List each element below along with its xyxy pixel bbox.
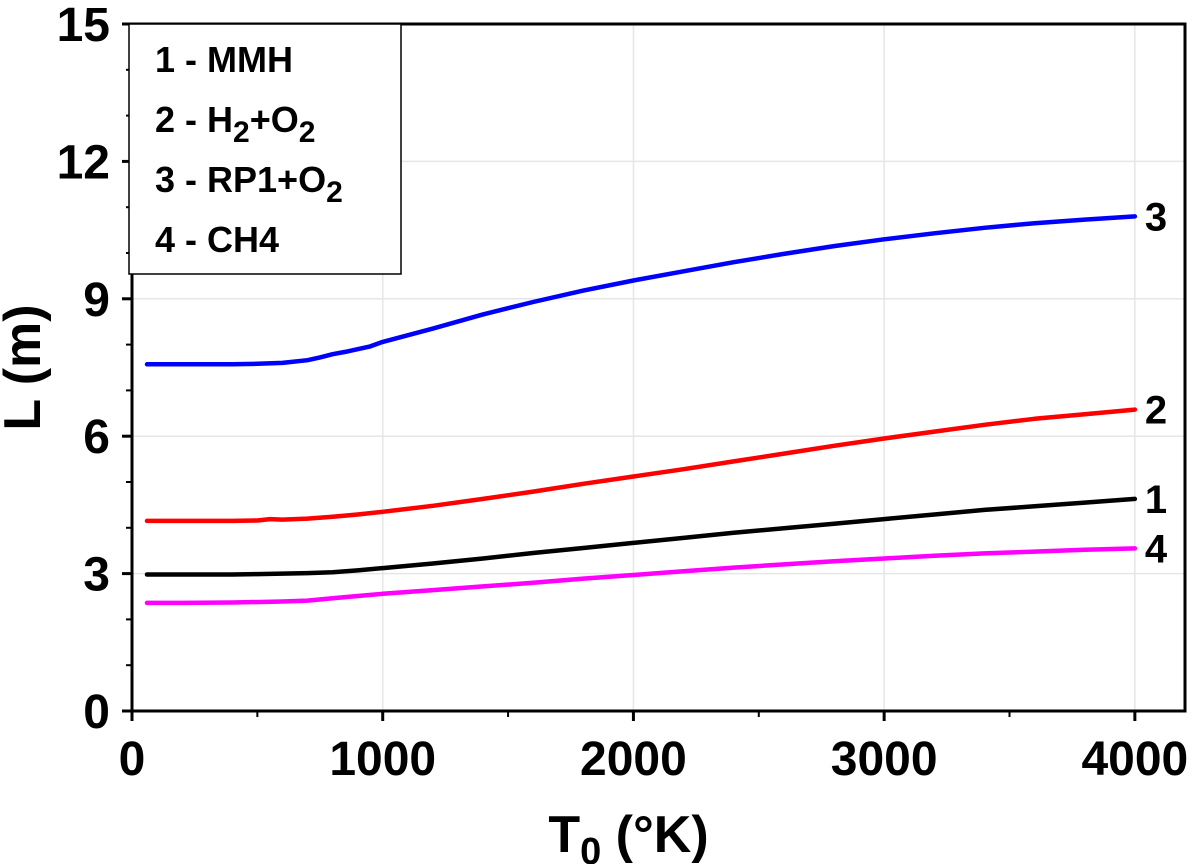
series-line-3 [144, 214, 1138, 367]
series-end-label-3: 3 [1145, 195, 1167, 239]
series-layer: 1 2 3 4 [144, 195, 1168, 606]
series-line-2 [144, 407, 1138, 524]
legend-entry: 3 - RP1+O2 [155, 159, 343, 209]
y-tick-label: 6 [83, 411, 110, 464]
legend-entry: 1 - MMH [155, 39, 293, 80]
y-axis-title: L (m) [0, 304, 52, 430]
y-tick-label: 3 [83, 549, 110, 602]
series-line-4 [144, 546, 1138, 606]
legend-entry: 4 - CH4 [155, 219, 279, 260]
series-line-1 [144, 496, 1138, 577]
x-axis-title: T0 (°K) [548, 806, 708, 864]
y-tick-label: 12 [57, 136, 110, 189]
y-tick-label: 0 [83, 686, 110, 739]
legend-box [128, 23, 402, 275]
x-tick-label: 2000 [580, 733, 687, 786]
series-end-label-1: 1 [1145, 478, 1167, 522]
x-tick-label: 4000 [1081, 733, 1188, 786]
plot-frame [130, 22, 1187, 713]
series-end-label-2: 2 [1145, 389, 1167, 433]
y-tick-label: 15 [57, 0, 110, 52]
x-tick-label: 3000 [831, 733, 938, 786]
legend: 1 - MMH 2 - H2+O2 3 - RP1+O2 4 - CH4 [128, 23, 402, 275]
series-end-label-4: 4 [1145, 527, 1168, 571]
x-tick-label: 0 [119, 733, 146, 786]
legend-entry: 2 - H2+O2 [155, 99, 315, 149]
y-tick-label: 9 [83, 274, 110, 327]
x-tick-label: 1000 [329, 733, 436, 786]
axis-titles: T0 (°K) L (m) [0, 304, 709, 864]
